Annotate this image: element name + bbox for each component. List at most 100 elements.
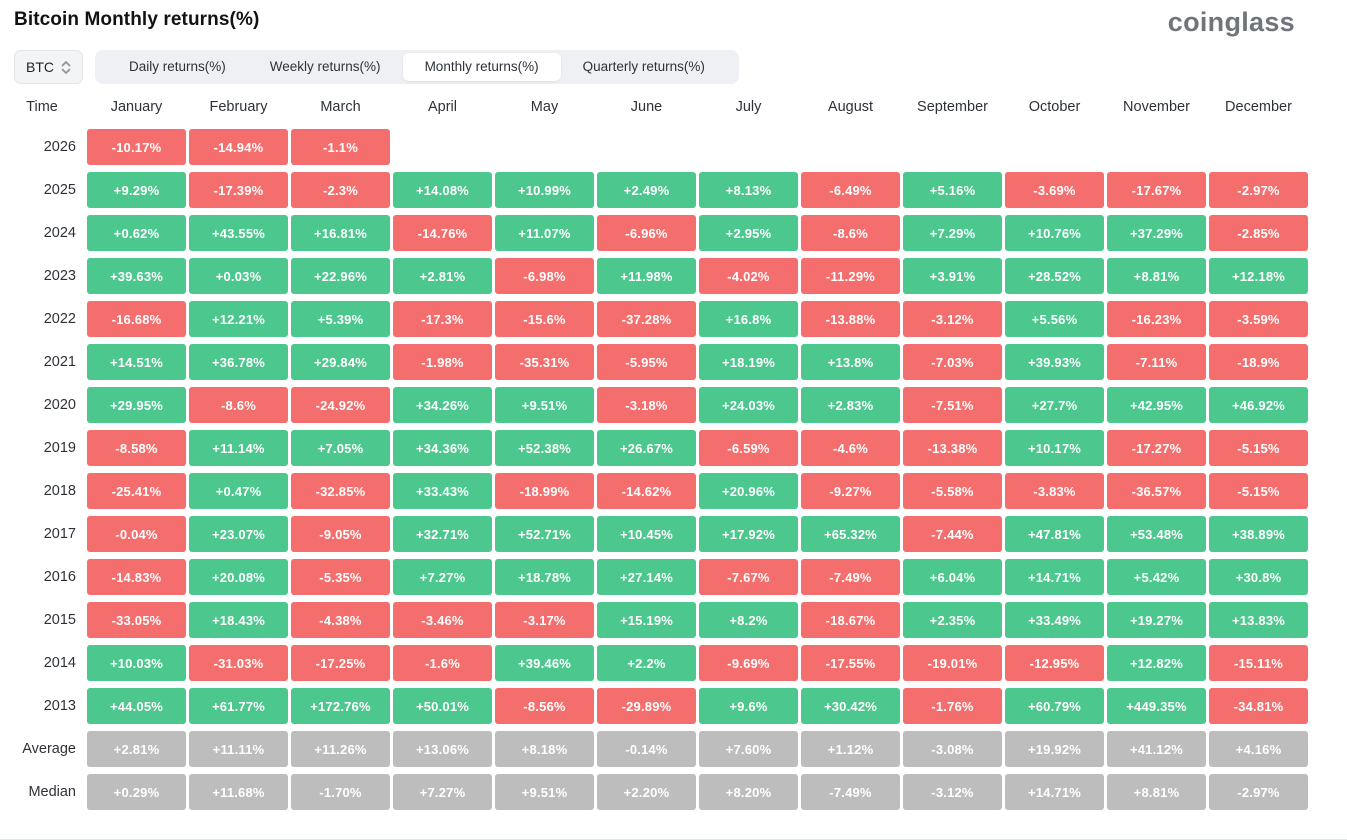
return-cell: -13.88%	[801, 301, 900, 337]
return-cell: +2.95%	[699, 215, 798, 251]
row-label-2017: 2017	[43, 526, 76, 542]
return-cell: +10.45%	[597, 516, 696, 552]
return-cell: +2.81%	[393, 258, 492, 294]
return-cell: -15.11%	[1209, 645, 1308, 681]
return-cell: +47.81%	[1005, 516, 1104, 552]
row-label-2024: 2024	[43, 225, 76, 241]
return-cell: +172.76%	[291, 688, 390, 724]
return-cell: +11.68%	[189, 774, 288, 810]
return-cell: +12.18%	[1209, 258, 1308, 294]
return-cell: -5.95%	[597, 344, 696, 380]
return-cell: +7.27%	[393, 774, 492, 810]
return-cell: +53.48%	[1107, 516, 1206, 552]
return-cell: +30.8%	[1209, 559, 1308, 595]
empty-cell	[801, 129, 900, 165]
empty-cell	[597, 129, 696, 165]
return-cell: +2.49%	[597, 172, 696, 208]
return-cell: -8.58%	[87, 430, 186, 466]
return-cell: +19.27%	[1107, 602, 1206, 638]
return-cell: +16.8%	[699, 301, 798, 337]
return-cell: +14.71%	[1005, 774, 1104, 810]
return-cell: +18.43%	[189, 602, 288, 638]
return-cell: +2.83%	[801, 387, 900, 423]
return-cell: +34.36%	[393, 430, 492, 466]
return-cell: -3.83%	[1005, 473, 1104, 509]
row-label-average: Average	[22, 741, 76, 757]
return-cell: -1.76%	[903, 688, 1002, 724]
return-cell: -10.17%	[87, 129, 186, 165]
row-label-2022: 2022	[43, 311, 76, 327]
empty-cell	[1005, 129, 1104, 165]
month-header-july: July	[735, 99, 762, 115]
return-cell: -7.44%	[903, 516, 1002, 552]
empty-cell	[699, 129, 798, 165]
row-label-2021: 2021	[43, 354, 76, 370]
symbol-select[interactable]: BTC	[14, 50, 83, 84]
return-cell: -0.14%	[597, 731, 696, 767]
return-cell: -3.12%	[903, 301, 1002, 337]
return-cell: -18.67%	[801, 602, 900, 638]
tab-daily-returns[interactable]: Daily returns(%)	[129, 59, 226, 74]
tab-quarterly-returns[interactable]: Quarterly returns(%)	[582, 59, 705, 74]
empty-cell	[393, 129, 492, 165]
return-cell: +7.27%	[393, 559, 492, 595]
return-cell: +28.52%	[1005, 258, 1104, 294]
tab-monthly-returns[interactable]: Monthly returns(%)	[402, 53, 561, 81]
return-cell: +65.32%	[801, 516, 900, 552]
return-cell: -15.6%	[495, 301, 594, 337]
return-cell: -18.9%	[1209, 344, 1308, 380]
time-column-header: Time	[26, 99, 58, 115]
month-header-may: May	[530, 99, 559, 115]
row-label-2014: 2014	[43, 655, 76, 671]
return-cell: +44.05%	[87, 688, 186, 724]
return-cell: +13.8%	[801, 344, 900, 380]
return-cell: -3.59%	[1209, 301, 1308, 337]
empty-cell	[903, 129, 1002, 165]
return-cell: +27.14%	[597, 559, 696, 595]
row-label-2019: 2019	[43, 440, 76, 456]
return-cell: +8.20%	[699, 774, 798, 810]
return-cell: +39.93%	[1005, 344, 1104, 380]
month-header-march: March	[320, 99, 361, 115]
return-cell: -6.49%	[801, 172, 900, 208]
row-label-2015: 2015	[43, 612, 76, 628]
return-cell: +14.51%	[87, 344, 186, 380]
return-cell: -17.3%	[393, 301, 492, 337]
return-cell: +42.95%	[1107, 387, 1206, 423]
return-cell: +11.26%	[291, 731, 390, 767]
return-cell: -24.92%	[291, 387, 390, 423]
return-cell: -19.01%	[903, 645, 1002, 681]
return-cell: +8.2%	[699, 602, 798, 638]
return-cell: +39.63%	[87, 258, 186, 294]
return-cell: +11.07%	[495, 215, 594, 251]
return-cell: +10.17%	[1005, 430, 1104, 466]
return-cell: +14.71%	[1005, 559, 1104, 595]
return-cell: -14.62%	[597, 473, 696, 509]
row-label-2018: 2018	[43, 483, 76, 499]
return-cell: -1.1%	[291, 129, 390, 165]
return-cell: -8.6%	[801, 215, 900, 251]
return-cell: +8.81%	[1107, 774, 1206, 810]
return-cell: +46.92%	[1209, 387, 1308, 423]
month-header-april: April	[427, 99, 457, 115]
return-cell: +10.76%	[1005, 215, 1104, 251]
return-cell: -2.3%	[291, 172, 390, 208]
return-cell: -37.28%	[597, 301, 696, 337]
return-cell: -3.46%	[393, 602, 492, 638]
return-cell: -35.31%	[495, 344, 594, 380]
return-cell: +29.95%	[87, 387, 186, 423]
return-cell: +9.6%	[699, 688, 798, 724]
return-cell: +39.46%	[495, 645, 594, 681]
return-cell: +29.84%	[291, 344, 390, 380]
return-cell: -3.69%	[1005, 172, 1104, 208]
tab-weekly-returns[interactable]: Weekly returns(%)	[269, 59, 381, 74]
return-cell: +19.92%	[1005, 731, 1104, 767]
return-cell: -2.85%	[1209, 215, 1308, 251]
return-cell: +23.07%	[189, 516, 288, 552]
return-cell: +20.08%	[189, 559, 288, 595]
return-cell: -7.67%	[699, 559, 798, 595]
return-cell: -8.56%	[495, 688, 594, 724]
return-cell: -7.11%	[1107, 344, 1206, 380]
return-cell: -13.38%	[903, 430, 1002, 466]
